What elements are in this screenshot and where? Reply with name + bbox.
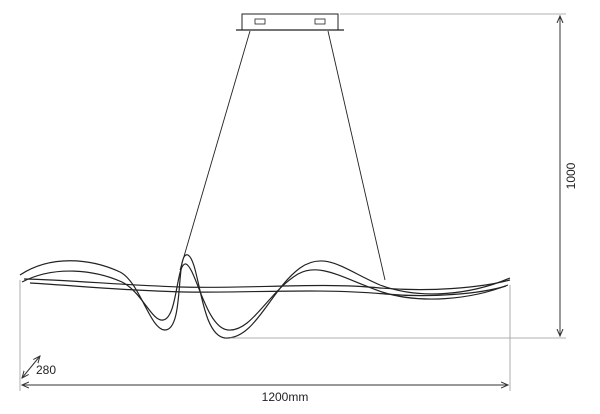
depth-label: 280: [36, 363, 56, 377]
canopy: [236, 13, 344, 31]
wire: [327, 30, 386, 281]
depth-dimension: [22, 356, 40, 378]
lamp-body: [19, 254, 511, 339]
wire: [179, 30, 251, 271]
height-label: 1000: [564, 162, 578, 189]
width-label: 1200mm: [262, 390, 309, 404]
